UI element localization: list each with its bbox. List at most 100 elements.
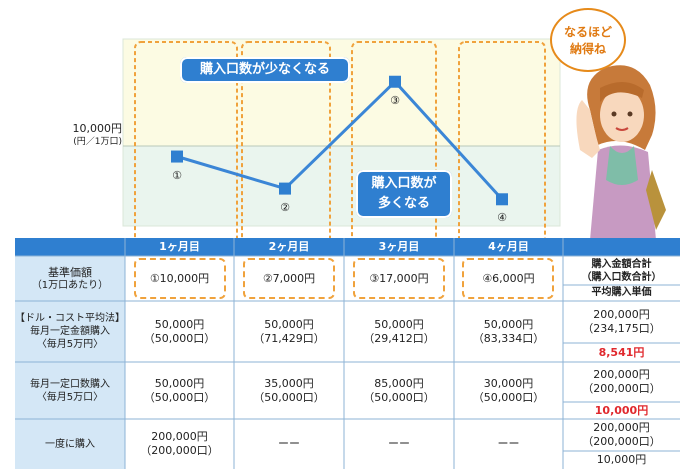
cell-amount: ーー <box>278 437 300 450</box>
row1-month2-cell: 50,000円 （71,429口） <box>234 301 344 362</box>
base-price-highlight-3 <box>353 258 445 299</box>
data-point-3 <box>389 75 401 88</box>
cell-units: （29,412口） <box>363 331 435 345</box>
lump-sum-label-1: 一度に購入 <box>45 438 95 450</box>
cell-amount: ーー <box>497 437 520 450</box>
cell-amount: 50,000円 <box>374 317 424 331</box>
speech-bubble: なるほど 納得ね <box>550 8 626 72</box>
row-fixed-units-label: 毎月一定口数購入 〈毎月5万口〉 <box>15 362 125 419</box>
cell-amount: 30,000円 <box>483 376 534 390</box>
fixed-units-label-2: 〈毎月5万口〉 <box>36 391 104 403</box>
cell-amount: 50,000円 <box>264 317 314 331</box>
point-label-4: ④ <box>497 211 507 225</box>
data-point-2 <box>279 182 291 195</box>
base-price-4: ④6,000円 <box>454 256 563 301</box>
header-month-2: 2ヶ月目 <box>234 238 344 256</box>
row1-month3-cell: 50,000円 （29,412口） <box>344 301 454 362</box>
avg-header: 平均購入単価 <box>591 287 652 298</box>
data-point-1 <box>171 150 183 163</box>
row1-month1-cell: 50,000円 （50,000口） <box>125 301 234 362</box>
fixed-units-label-1: 毎月一定口数購入 <box>30 378 110 390</box>
woman-illustration <box>576 65 666 245</box>
totals-header-1: 購入金額合計 <box>591 258 652 270</box>
table-grid <box>15 238 680 469</box>
cell-amount: 85,000円 <box>374 376 424 390</box>
cell-amount: 50,000円 <box>154 376 205 390</box>
lump-sum-total: 200,000円 （200,000口） <box>563 419 680 451</box>
cell-units: （50,000口） <box>363 390 435 404</box>
row-dca-label: 【ドル・コスト平均法】 毎月一定金額購入 〈毎月5万円〉 <box>15 301 125 362</box>
row2-month1-cell: 50,000円 （50,000口） <box>125 362 234 419</box>
speech-line2: 納得ね <box>569 42 606 56</box>
comparison-table: 1ヶ月目 2ヶ月目 3ヶ月目 4ヶ月目 基準価額 （1万口あたり） ①10,00… <box>15 238 680 469</box>
header-month-3: 3ヶ月目 <box>344 238 454 256</box>
base-price-2: ②7,000円 <box>234 256 344 301</box>
cell-units: （83,334口） <box>472 331 545 345</box>
dca-total-amount: 200,000円 <box>593 308 650 321</box>
cell-amount: 50,000円 <box>483 317 534 331</box>
header-month-1: 1ヶ月目 <box>125 238 234 256</box>
annotation-many-line2: 多くなる <box>377 196 430 211</box>
row2-month2-cell: 35,000円 （50,000口） <box>234 362 344 419</box>
base-price-3: ③17,000円 <box>344 256 454 301</box>
upper-band <box>122 38 561 147</box>
base-price-highlight-4 <box>462 258 554 299</box>
row3-month3-cell: ーー <box>344 419 454 469</box>
row2-month3-cell: 85,000円 （50,000口） <box>344 362 454 419</box>
dca-total-units: （234,175口） <box>582 322 661 335</box>
cell-units: （50,000口） <box>143 331 216 345</box>
y-axis-sublabel: (円／1万口) <box>73 137 122 147</box>
header-month-4: 4ヶ月目 <box>454 238 563 256</box>
column-highlight-1 <box>134 41 238 240</box>
row1-month4-cell: 50,000円 （83,334口） <box>454 301 563 362</box>
cell-units: （71,429口） <box>253 331 325 345</box>
base-price-label-1: 基準価額 <box>48 265 92 279</box>
row3-month2-cell: ーー <box>234 419 344 469</box>
price-line-chart <box>122 38 561 240</box>
series-line <box>176 79 504 201</box>
dca-total: 200,000円 （234,175口） <box>563 301 680 343</box>
lump-sum-total-amount: 200,000円 <box>593 421 650 434</box>
fixed-units-total-units: （200,000口） <box>582 382 661 395</box>
row-lump-sum-label: 一度に購入 <box>15 419 125 469</box>
cell-units: （200,000口） <box>140 444 219 457</box>
annotation-many-units: 購入口数が 多くなる <box>356 170 452 218</box>
annotation-few-units: 購入口数が少なくなる <box>180 57 350 83</box>
cell-units: （50,000口） <box>143 390 216 404</box>
dca-label-2: 毎月一定金額購入 <box>30 326 110 337</box>
lump-sum-avg: 10,000円 <box>596 453 647 466</box>
annotation-many-line1: 購入口数が <box>371 176 437 191</box>
data-point-4 <box>496 193 508 206</box>
fixed-units-total: 200,000円 （200,000口） <box>563 362 680 402</box>
header-blank <box>15 238 125 256</box>
dca-avg: 8,541円 <box>598 345 645 359</box>
cell-units: （50,000口） <box>253 390 325 404</box>
column-highlight-2 <box>241 41 331 240</box>
point-label-3: ③ <box>390 93 400 107</box>
header-total-blank <box>563 238 680 256</box>
row3-month1-cell: 200,000円 （200,000口） <box>125 419 234 469</box>
lump-sum-total-units: （200,000口） <box>582 435 661 448</box>
column-highlight-4 <box>458 41 546 240</box>
cell-amount: 200,000円 <box>151 430 208 443</box>
speech-line1: なるほど <box>563 25 612 39</box>
y-axis-label: 10,000円 <box>72 122 123 135</box>
totals-header-2: （購入口数合計） <box>581 271 662 283</box>
fixed-units-total-amount: 200,000円 <box>593 368 650 381</box>
point-label-1: ① <box>172 168 182 182</box>
cell-units: （50,000口） <box>472 390 545 404</box>
cell-amount: 35,000円 <box>264 376 314 390</box>
base-price-highlight-1 <box>134 258 226 299</box>
fixed-units-avg: 10,000円 <box>594 403 649 417</box>
row-base-price-label: 基準価額 （1万口あたり） <box>15 256 125 301</box>
cell-amount: 50,000円 <box>154 317 205 331</box>
base-price-highlight-2 <box>243 258 335 299</box>
series-markers <box>171 75 508 206</box>
lower-band <box>122 145 561 227</box>
base-price-1: ①10,000円 <box>125 256 234 301</box>
row2-month4-cell: 30,000円 （50,000口） <box>454 362 563 419</box>
dca-label-3: 〈毎月5万円〉 <box>36 339 104 350</box>
cell-amount: ーー <box>388 437 410 450</box>
point-label-2: ② <box>280 200 290 214</box>
